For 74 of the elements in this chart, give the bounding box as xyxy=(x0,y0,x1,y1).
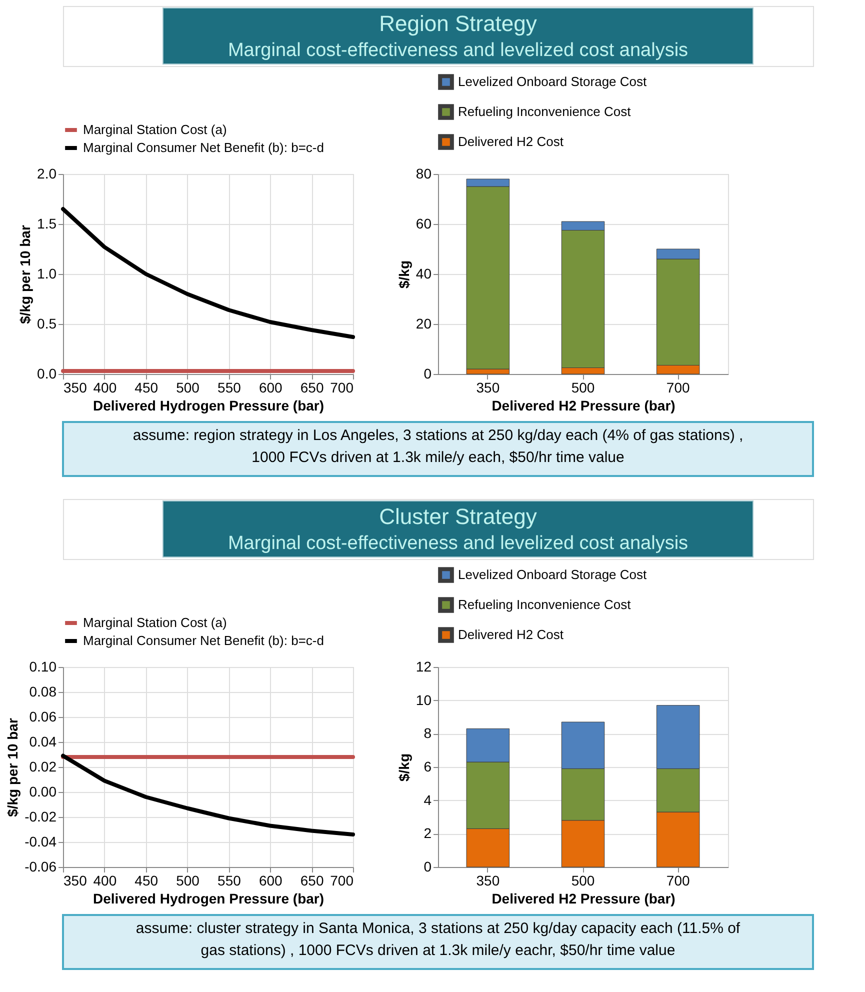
y-tick-label: 8 xyxy=(424,725,432,742)
x-tick-label: 450 xyxy=(134,380,158,396)
y-tick-label: 0.06 xyxy=(29,708,57,724)
x-tick-label: 550 xyxy=(218,872,242,888)
x-axis-title: Delivered Hydrogen Pressure (bar) xyxy=(92,398,324,414)
x-tick-label: 400 xyxy=(93,872,117,888)
y-tick-label: 80 xyxy=(416,166,432,182)
x-tick-label: 600 xyxy=(258,380,283,396)
legend-label: Refueling Inconvenience Cost xyxy=(458,104,632,119)
line-series xyxy=(61,207,355,339)
x-tick-label: 500 xyxy=(571,872,595,888)
legend-label: Refueling Inconvenience Cost xyxy=(458,597,632,612)
y-tick-label: 4 xyxy=(424,792,432,808)
y-tick-label: 2.0 xyxy=(37,166,57,182)
y-tick-label: 10 xyxy=(416,692,432,708)
x-tick-label: 700 xyxy=(666,380,690,396)
x-tick-label: 700 xyxy=(666,872,690,888)
y-tick-label: 12 xyxy=(416,658,432,674)
x-tick-label: 350 xyxy=(476,872,500,888)
text: Region Strategy xyxy=(379,11,537,36)
line-series xyxy=(61,754,355,836)
y-tick-label: -0.04 xyxy=(24,834,57,850)
x-axis-title: Delivered Hydrogen Pressure (bar) xyxy=(92,890,324,906)
y-tick-label: 40 xyxy=(416,266,432,282)
x-tick-label: 500 xyxy=(176,380,200,396)
y-axis-title: $/kg xyxy=(396,260,412,289)
x-tick-label: 700 xyxy=(330,872,354,888)
y-tick-label: 0.04 xyxy=(29,734,57,750)
y-axis-title: $/kg per 10 bar xyxy=(4,718,21,817)
legend-label: Marginal Station Cost (a) xyxy=(83,122,227,137)
y-tick-label: 6 xyxy=(424,758,432,774)
x-tick-label: 350 xyxy=(64,380,88,396)
x-tick-label: 650 xyxy=(300,872,324,888)
legend-label: Delivered H2 Cost xyxy=(458,134,564,149)
y-tick-label: 0.08 xyxy=(29,684,57,700)
x-tick-label: 350 xyxy=(64,872,88,888)
text: Marginal cost-effectiveness and levelized cost analysis xyxy=(228,40,688,61)
y-tick-label: -0.02 xyxy=(24,808,57,824)
y-tick-label: 60 xyxy=(416,216,432,232)
x-tick-label: 350 xyxy=(476,380,500,396)
y-tick-label: 0.00 xyxy=(29,784,57,800)
y-tick-label: 0.0 xyxy=(37,366,57,382)
legend-label: Levelized Onboard Storage Cost xyxy=(458,567,647,582)
x-tick-label: 400 xyxy=(93,380,117,396)
x-tick-label: 550 xyxy=(218,380,242,396)
legend-label: Marginal Consumer Net Benefit (b): b=c-d xyxy=(83,633,324,648)
x-tick-label: 450 xyxy=(134,872,158,888)
x-tick-label: 700 xyxy=(330,380,354,396)
y-tick-label: 20 xyxy=(416,316,432,332)
x-axis-title: Delivered H2 Pressure (bar) xyxy=(492,398,676,414)
y-tick-label: 1.5 xyxy=(37,216,57,232)
y-tick-label: -0.06 xyxy=(24,858,57,874)
legend-label: Levelized Onboard Storage Cost xyxy=(458,74,647,89)
y-tick-label: 0 xyxy=(424,366,432,382)
legend-label: Marginal Consumer Net Benefit (b): b=c-d xyxy=(83,140,324,155)
x-tick-label: 500 xyxy=(176,872,200,888)
y-tick-label: 0.5 xyxy=(37,316,57,332)
x-tick-label: 500 xyxy=(571,380,595,396)
x-tick-label: 600 xyxy=(258,872,283,888)
legend-label: Delivered H2 Cost xyxy=(458,627,564,642)
x-tick-label: 650 xyxy=(300,380,324,396)
text: Marginal cost-effectiveness and levelized cost analysis xyxy=(228,533,688,554)
x-axis-title: Delivered H2 Pressure (bar) xyxy=(492,890,676,906)
y-tick-label: 0.10 xyxy=(29,658,57,674)
y-tick-label: 1.0 xyxy=(37,266,57,282)
y-axis-title: $/kg per 10 bar xyxy=(17,224,34,324)
y-tick-label: 0.02 xyxy=(29,758,57,774)
text: assume: region strategy in Los Angeles, 3 stations at 250 kg/day each (4% of gas stations) , 1000 FCVs driven at 1.3k mile/y each, $50/hr time value xyxy=(132,427,744,466)
y-tick-label: 0 xyxy=(424,858,432,874)
legend-label: Marginal Station Cost (a) xyxy=(83,615,227,630)
y-axis-title: $/kg xyxy=(396,753,412,782)
text: assume: cluster strategy in Santa Monica, 3 stations at 250 kg/day capacity each (11.5% of gas stations) , 1000 FCVs driven at 1.3k mile/y eachr, $50/hr time value xyxy=(136,920,741,959)
text: Cluster Strategy xyxy=(379,504,537,529)
y-tick-label: 2 xyxy=(424,825,432,842)
